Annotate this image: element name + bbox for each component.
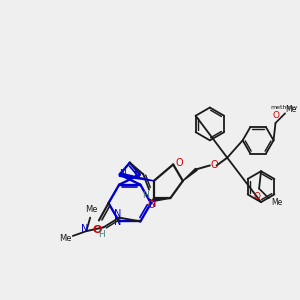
Text: N: N <box>119 169 126 178</box>
Text: O: O <box>147 200 155 210</box>
Text: O: O <box>273 111 280 120</box>
Text: O: O <box>254 192 261 201</box>
Text: H: H <box>142 191 148 200</box>
Text: N: N <box>134 171 140 180</box>
Polygon shape <box>183 168 197 181</box>
Text: O: O <box>211 160 218 170</box>
Text: Me: Me <box>59 234 71 243</box>
Text: O: O <box>92 225 102 235</box>
Polygon shape <box>153 198 170 201</box>
Text: N: N <box>113 218 121 227</box>
Text: Me: Me <box>271 198 282 207</box>
Text: N: N <box>149 199 157 209</box>
Text: Me: Me <box>85 206 98 214</box>
Text: N: N <box>113 209 121 219</box>
Text: methoxy: methoxy <box>270 105 298 110</box>
Text: O: O <box>175 158 183 167</box>
Polygon shape <box>119 173 154 181</box>
Text: Me: Me <box>285 105 297 114</box>
Text: N: N <box>81 224 88 234</box>
Text: H: H <box>98 230 105 239</box>
